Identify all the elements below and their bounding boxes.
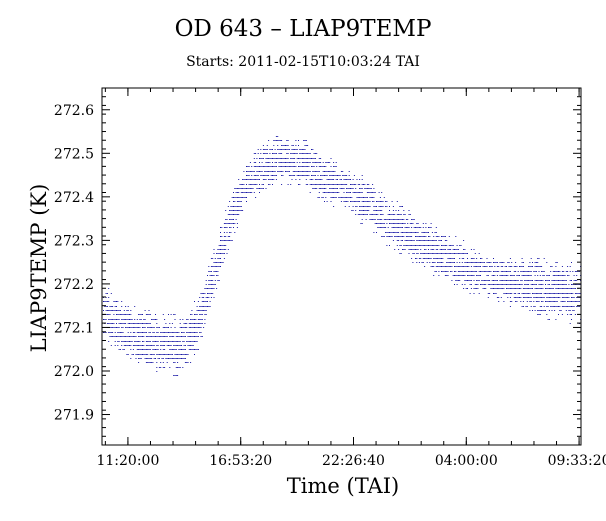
y-tick-label: 272.2 [54, 277, 94, 293]
axes: 271.9 272.0 272.1 272.2 272.3 272.4 272.5 272.6… [54, 87, 606, 469]
y-axis-label: LIAP9TEMP (K) [27, 184, 51, 353]
y-tick-label: 272.6 [54, 103, 94, 119]
y-tick-label: 272.5 [54, 146, 94, 162]
x-tick-label: 16:53:20 [209, 453, 272, 469]
chart-title: OD 643 – LIAP9TEMP [174, 16, 432, 42]
x-tick-label: 22:26:40 [322, 453, 385, 469]
y-tick-label: 272.1 [54, 320, 94, 336]
chart-subtitle: Starts: 2011-02-15T10:03:24 TAI [186, 54, 420, 70]
x-tick-label: 04:00:00 [435, 453, 498, 469]
y-tick-label: 271.9 [54, 408, 94, 424]
y-tick-label: 272.4 [54, 190, 94, 206]
x-tick-label: 11:20:00 [96, 453, 159, 469]
y-tick-label: 272.0 [54, 364, 94, 380]
plot-frame [101, 87, 582, 446]
y-tick-label: 272.3 [54, 233, 94, 249]
data-points [103, 136, 582, 376]
x-axis-label: Time (TAI) [287, 474, 399, 498]
x-tick-label: 09:33:20 [548, 453, 606, 469]
